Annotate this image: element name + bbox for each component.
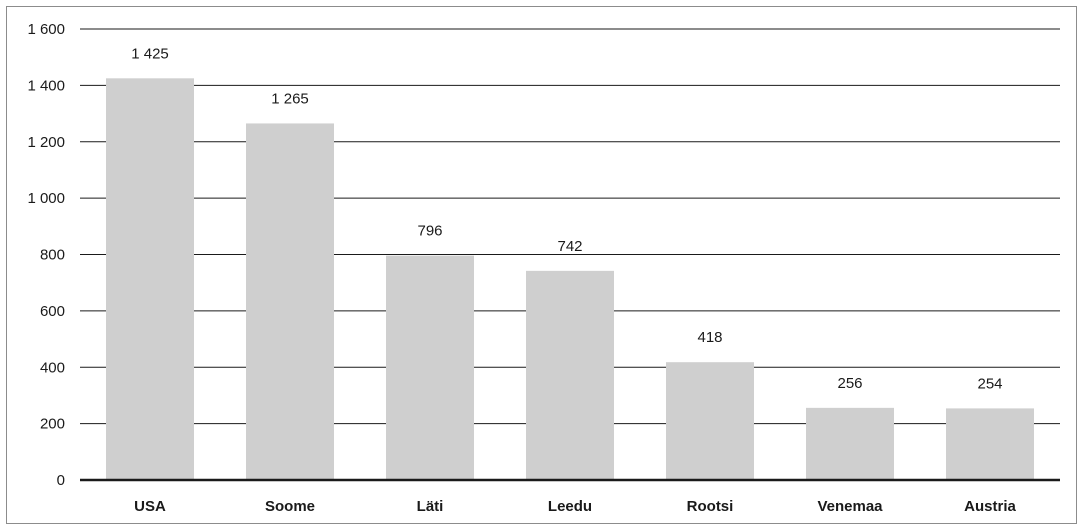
y-tick-label: 1 000 bbox=[27, 190, 65, 207]
data-label: 796 bbox=[417, 223, 442, 240]
y-tick-label: 400 bbox=[40, 359, 65, 376]
bar bbox=[526, 270, 614, 480]
data-label: 742 bbox=[557, 238, 582, 255]
data-label: 256 bbox=[837, 375, 862, 392]
bar bbox=[806, 407, 894, 480]
category-label: USA bbox=[134, 498, 166, 515]
y-tick-label: 1 400 bbox=[27, 77, 65, 94]
bar bbox=[246, 123, 334, 480]
data-labels: 1 425 1 265 796 742 418 256 254 bbox=[131, 45, 1002, 392]
data-label: 1 265 bbox=[271, 90, 309, 107]
y-tick-labels: 0 200 400 600 800 1 000 1 200 1 400 1 600 bbox=[27, 21, 65, 489]
bar bbox=[666, 362, 754, 480]
category-labels: USA Soome Läti Leedu Rootsi Venemaa Austria bbox=[134, 498, 1016, 515]
y-tick-label: 1 200 bbox=[27, 134, 65, 151]
category-label: Venemaa bbox=[817, 498, 883, 515]
y-tick-label: 600 bbox=[40, 303, 65, 320]
y-tick-label: 0 bbox=[57, 472, 65, 489]
y-tick-label: 1 600 bbox=[27, 21, 65, 38]
bar bbox=[386, 255, 474, 480]
category-label: Rootsi bbox=[687, 498, 734, 515]
category-label: Läti bbox=[417, 498, 444, 515]
data-label: 418 bbox=[697, 329, 722, 346]
chart-frame: 0 200 400 600 800 1 000 1 200 1 400 1 600 1 425 1… bbox=[6, 6, 1077, 524]
category-label: Leedu bbox=[548, 498, 592, 515]
data-label: 1 425 bbox=[131, 45, 169, 62]
y-tick-label: 200 bbox=[40, 416, 65, 433]
bars bbox=[106, 78, 1034, 480]
category-label: Austria bbox=[964, 498, 1016, 515]
bar bbox=[106, 78, 194, 480]
category-label: Soome bbox=[265, 498, 315, 515]
data-label: 254 bbox=[977, 375, 1002, 392]
bar bbox=[946, 408, 1034, 480]
y-tick-label: 800 bbox=[40, 247, 65, 264]
